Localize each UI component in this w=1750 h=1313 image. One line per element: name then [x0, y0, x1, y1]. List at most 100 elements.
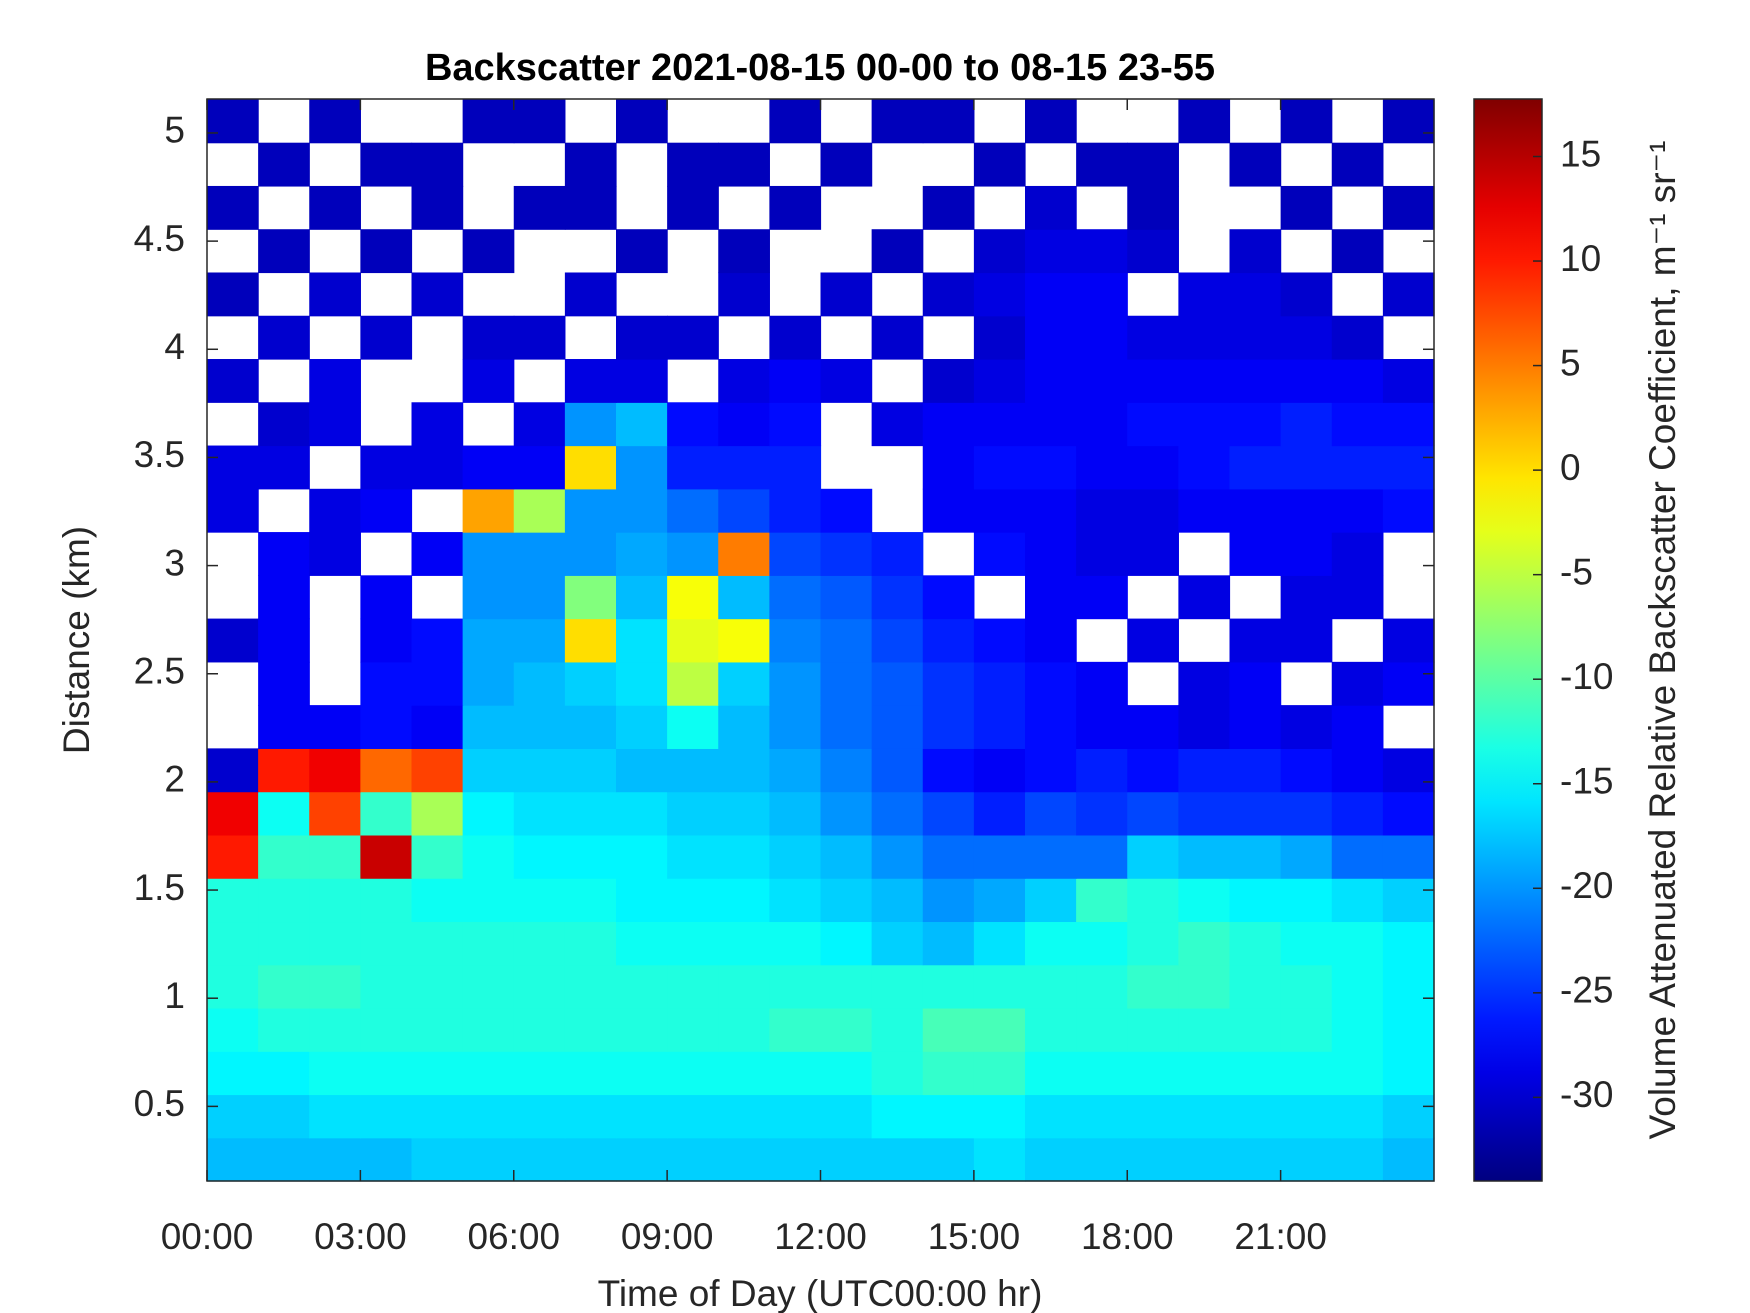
heatmap-cell [513, 1051, 566, 1096]
heatmap-cell [1229, 791, 1282, 836]
heatmap-cell [411, 142, 464, 187]
heatmap-cell [1025, 99, 1077, 144]
heatmap-cell [1025, 791, 1077, 836]
heatmap-cell [1178, 445, 1231, 490]
heatmap-cell [1382, 359, 1435, 403]
heatmap-cell [718, 1094, 770, 1139]
heatmap-cell [360, 142, 413, 187]
colorbar-label: Volume Attenuated Relative Backscatter C… [1642, 141, 1683, 1140]
heatmap-cell [1025, 272, 1077, 317]
heatmap-cell [513, 488, 566, 533]
heatmap-cell [411, 402, 464, 447]
heatmap-cell [922, 99, 975, 144]
heatmap-cell [769, 1051, 822, 1096]
heatmap-cell [871, 575, 924, 620]
heatmap-cell [718, 1137, 770, 1182]
heatmap-cell [718, 964, 770, 1009]
heatmap-cell [309, 185, 361, 230]
heatmap-cell [667, 1051, 719, 1096]
x-tick-label: 03:00 [314, 1216, 407, 1257]
heatmap-cell [820, 921, 873, 966]
heatmap-cell [1025, 834, 1077, 879]
heatmap-cell [1127, 532, 1179, 576]
heatmap-cell [207, 1051, 259, 1096]
heatmap-cell [564, 142, 617, 187]
heatmap-cell [1127, 445, 1179, 490]
heatmap-cell [1331, 445, 1384, 490]
heatmap-cell [718, 445, 770, 490]
heatmap-cell [513, 1007, 566, 1052]
heatmap-cell [1280, 575, 1333, 620]
heatmap-cell [616, 618, 668, 663]
heatmap-cell [1280, 964, 1333, 1009]
heatmap-cell [820, 964, 873, 1009]
heatmap-cell [1127, 705, 1179, 749]
heatmap-cell [462, 748, 515, 793]
heatmap-cell [309, 834, 361, 879]
heatmap-cell [564, 488, 617, 533]
heatmap-cell [411, 445, 464, 490]
heatmap-cell [1127, 834, 1179, 879]
heatmap-cell [462, 1051, 515, 1096]
heatmap-cell [207, 99, 259, 144]
heatmap-cell [462, 488, 515, 533]
x-tick-label: 18:00 [1081, 1216, 1174, 1257]
heatmap-cell [871, 834, 924, 879]
heatmap-cell [1331, 791, 1384, 836]
heatmap-cell [718, 1051, 770, 1096]
heatmap-cell [1076, 791, 1128, 836]
heatmap-cell [360, 791, 413, 836]
heatmap-cell [769, 921, 822, 966]
heatmap-cell [1076, 1051, 1128, 1096]
heatmap-cell [1229, 359, 1282, 403]
heatmap-cell [1127, 964, 1179, 1009]
heatmap-cell [769, 359, 822, 403]
heatmap-cell [1178, 878, 1231, 923]
heatmap-cell [309, 1007, 361, 1052]
heatmap-cell [207, 618, 259, 663]
heatmap-cell [1382, 661, 1435, 706]
heatmap-cell [616, 834, 668, 879]
heatmap-cell [360, 921, 413, 966]
heatmap-cell [564, 1051, 617, 1096]
y-tick-label: 3.5 [134, 434, 185, 475]
heatmap-cell [922, 1051, 975, 1096]
heatmap-cell [411, 1094, 464, 1139]
heatmap-cell [1178, 921, 1231, 966]
heatmap-cell [922, 185, 975, 230]
heatmap-cell [1331, 315, 1384, 360]
heatmap-cell [411, 964, 464, 1009]
heatmap-cell [411, 791, 464, 836]
heatmap-cell [871, 99, 924, 144]
heatmap-cell [718, 661, 770, 706]
heatmap-cell [667, 791, 719, 836]
heatmap-cell [1280, 1137, 1333, 1182]
heatmap-cell [1382, 834, 1435, 879]
heatmap-cell [564, 964, 617, 1009]
heatmap-cell [820, 748, 873, 793]
heatmap-cell [1178, 272, 1231, 317]
heatmap-cell [973, 532, 1026, 576]
heatmap-cell [718, 142, 770, 187]
heatmap-cell [922, 272, 975, 317]
heatmap-cell [718, 878, 770, 923]
heatmap-cell [769, 532, 822, 576]
heatmap-cell [820, 878, 873, 923]
heatmap-cell [1178, 99, 1231, 144]
heatmap-cell [1127, 402, 1179, 447]
heatmap-cell [1382, 185, 1435, 230]
heatmap-cell [973, 315, 1026, 360]
heatmap-cell [564, 791, 617, 836]
heatmap-cell [309, 1051, 361, 1096]
heatmap-cell [820, 705, 873, 749]
heatmap-cell [513, 791, 566, 836]
heatmap-cell [564, 402, 617, 447]
heatmap-cell [258, 1094, 310, 1139]
heatmap-cell [1382, 1007, 1435, 1052]
heatmap-cell [667, 575, 719, 620]
heatmap-cell [871, 402, 924, 447]
heatmap-cell [1382, 748, 1435, 793]
heatmap-cell [564, 359, 617, 403]
heatmap-cell [309, 878, 361, 923]
